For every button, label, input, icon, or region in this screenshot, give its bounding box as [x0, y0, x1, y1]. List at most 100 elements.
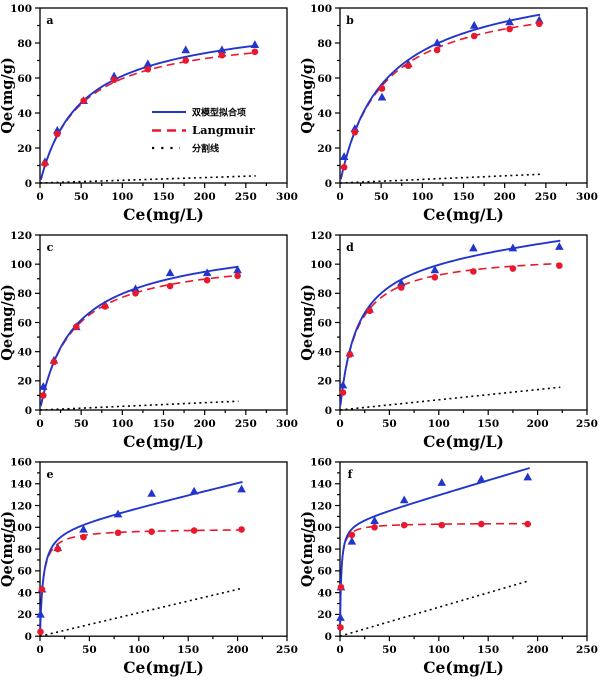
svg-text:0: 0 — [325, 178, 332, 190]
svg-text:20: 20 — [317, 609, 332, 621]
svg-text:20: 20 — [317, 376, 332, 388]
svg-text:50: 50 — [82, 644, 97, 656]
svg-text:160: 160 — [310, 457, 332, 469]
svg-text:100: 100 — [10, 259, 32, 271]
svg-text:150: 150 — [153, 418, 175, 430]
svg-text:Qe(mg/g): Qe(mg/g) — [300, 511, 316, 587]
svg-text:40: 40 — [17, 587, 32, 599]
svg-text:Qe(mg/g): Qe(mg/g) — [300, 284, 316, 361]
svg-text:100: 100 — [128, 644, 150, 656]
svg-text:50: 50 — [74, 418, 89, 430]
svg-text:0: 0 — [25, 405, 32, 417]
svg-text:250: 250 — [276, 644, 298, 656]
svg-text:150: 150 — [177, 644, 199, 656]
svg-text:Qe(mg/g): Qe(mg/g) — [0, 57, 16, 134]
svg-text:Langmuir: Langmuir — [192, 123, 256, 137]
svg-text:60: 60 — [17, 317, 32, 329]
svg-text:250: 250 — [235, 418, 257, 430]
svg-text:Ce(mg/L): Ce(mg/L) — [123, 432, 204, 451]
svg-text:分割线: 分割线 — [192, 143, 219, 155]
svg-text:b: b — [346, 14, 354, 27]
panel-f: 0 50 100 150 200 250 0 20 40 60 80 100 120 140 160 Ce(m… — [300, 454, 600, 680]
svg-text:40: 40 — [317, 346, 332, 358]
svg-text:50: 50 — [382, 644, 397, 656]
svg-text:300: 300 — [276, 191, 298, 203]
svg-text:80: 80 — [17, 544, 32, 556]
svg-text:0: 0 — [36, 644, 43, 656]
panel-e: 0 50 100 150 200 250 0 20 40 60 80 100 120 140 160 Ce(m… — [0, 454, 300, 680]
svg-text:0: 0 — [325, 631, 332, 643]
svg-text:140: 140 — [10, 479, 32, 491]
chart-panel-b: 0 50 100 150 200 250 300 0 20 40 60 80 100 Ce(mg/L) Qe… — [300, 3, 598, 224]
chart-panel-e: 0 50 100 150 200 250 0 20 40 60 80 100 120 140 160 Ce(m… — [0, 457, 298, 677]
chart-panel-a: 0 50 100 150 200 250 300 0 20 40 60 80 100 Ce(mg/L) Qe… — [0, 3, 298, 224]
svg-text:e: e — [47, 468, 54, 481]
svg-text:Ce(mg/L): Ce(mg/L) — [123, 205, 204, 224]
svg-text:100: 100 — [310, 259, 332, 271]
svg-text:100: 100 — [310, 3, 332, 15]
svg-text:0: 0 — [25, 178, 32, 190]
svg-text:0: 0 — [325, 405, 332, 417]
svg-text:300: 300 — [576, 191, 598, 203]
svg-text:120: 120 — [310, 500, 332, 512]
svg-text:双模型拟合项: 双模型拟合项 — [192, 107, 246, 119]
panel-a: 0 50 100 150 200 250 300 0 20 40 60 80 100 Ce(mg/L) Qe… — [0, 0, 300, 227]
svg-text:40: 40 — [17, 108, 32, 120]
chart-panel-f: 0 50 100 150 200 250 0 20 40 60 80 100 120 140 160 Ce(m… — [300, 457, 598, 677]
svg-text:Qe(mg/g): Qe(mg/g) — [0, 511, 16, 587]
svg-text:150: 150 — [477, 418, 499, 430]
svg-text:d: d — [346, 241, 354, 254]
svg-text:0: 0 — [336, 191, 343, 203]
svg-text:200: 200 — [527, 418, 549, 430]
svg-text:60: 60 — [17, 73, 32, 85]
svg-text:150: 150 — [453, 191, 475, 203]
svg-text:120: 120 — [10, 500, 32, 512]
svg-text:80: 80 — [317, 38, 332, 50]
svg-text:0: 0 — [36, 191, 43, 203]
svg-text:60: 60 — [317, 566, 332, 578]
svg-text:60: 60 — [17, 566, 32, 578]
svg-text:100: 100 — [310, 522, 332, 534]
svg-text:40: 40 — [317, 587, 332, 599]
svg-text:60: 60 — [317, 317, 332, 329]
svg-text:40: 40 — [317, 108, 332, 120]
svg-text:0: 0 — [336, 418, 343, 430]
svg-text:0: 0 — [36, 418, 43, 430]
svg-text:0: 0 — [336, 644, 343, 656]
svg-text:f: f — [348, 468, 354, 481]
svg-text:120: 120 — [310, 230, 332, 242]
svg-text:160: 160 — [10, 457, 32, 469]
panel-c: 0 50 100 150 200 250 300 0 20 40 60 80 100 120 Ce(mg/L… — [0, 227, 300, 454]
svg-text:200: 200 — [494, 191, 516, 203]
svg-text:Ce(mg/L): Ce(mg/L) — [423, 658, 504, 677]
svg-text:80: 80 — [17, 38, 32, 50]
svg-text:c: c — [47, 241, 54, 254]
svg-text:80: 80 — [317, 288, 332, 300]
svg-text:250: 250 — [535, 191, 557, 203]
svg-text:100: 100 — [428, 418, 450, 430]
svg-text:100: 100 — [411, 191, 433, 203]
svg-text:Qe(mg/g): Qe(mg/g) — [300, 57, 316, 134]
chart-panel-d: 0 50 100 150 200 250 0 20 40 60 80 100 120 Ce(mg/L) Qe… — [300, 230, 598, 451]
panel-d: 0 50 100 150 200 250 0 20 40 60 80 100 120 Ce(mg/L) Qe… — [300, 227, 600, 454]
svg-text:150: 150 — [153, 191, 175, 203]
svg-text:50: 50 — [382, 418, 397, 430]
svg-text:100: 100 — [111, 418, 133, 430]
svg-text:100: 100 — [10, 3, 32, 15]
svg-text:Ce(mg/L): Ce(mg/L) — [423, 432, 504, 451]
svg-text:100: 100 — [10, 522, 32, 534]
svg-text:20: 20 — [17, 609, 32, 621]
svg-text:80: 80 — [17, 288, 32, 300]
svg-text:200: 200 — [227, 644, 249, 656]
svg-text:0: 0 — [25, 631, 32, 643]
svg-text:300: 300 — [276, 418, 298, 430]
svg-text:100: 100 — [428, 644, 450, 656]
svg-text:50: 50 — [374, 191, 389, 203]
svg-text:Qe(mg/g): Qe(mg/g) — [0, 284, 16, 361]
svg-text:40: 40 — [17, 346, 32, 358]
svg-text:140: 140 — [310, 479, 332, 491]
chart-panel-c: 0 50 100 150 200 250 300 0 20 40 60 80 100 120 Ce(mg/L… — [0, 230, 298, 451]
svg-text:50: 50 — [74, 191, 89, 203]
svg-text:80: 80 — [317, 544, 332, 556]
